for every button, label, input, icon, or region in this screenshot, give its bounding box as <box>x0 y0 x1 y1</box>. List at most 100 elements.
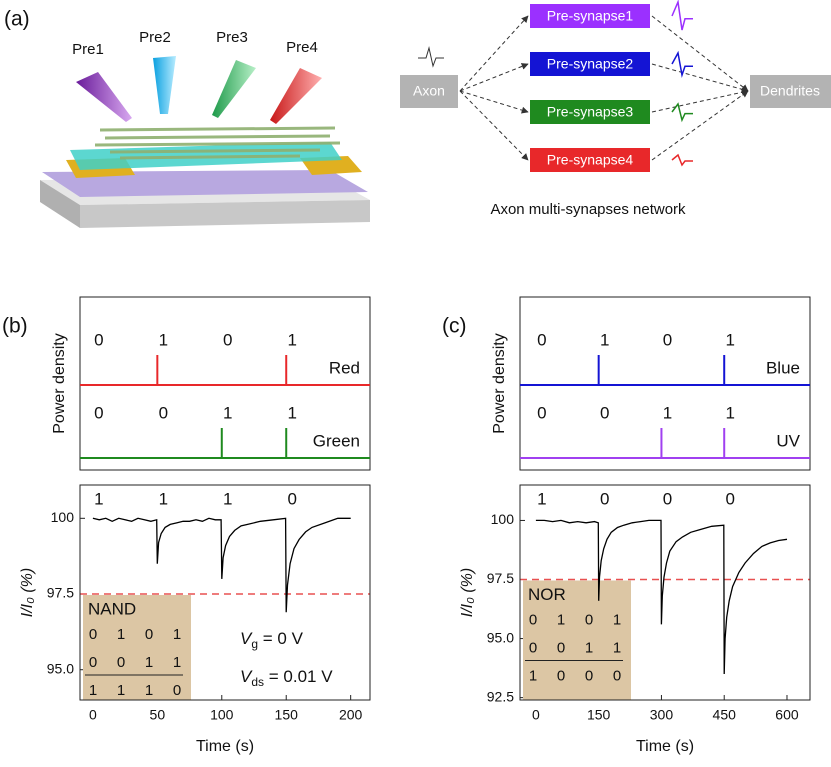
bit: 1 <box>159 489 168 508</box>
spike <box>671 153 693 167</box>
synapse-box <box>530 100 650 124</box>
annotation-sub: g <box>251 637 258 651</box>
x-tick-label: 450 <box>713 707 737 723</box>
annotation: Vds = 0.01 V <box>240 667 333 689</box>
truth-table-cell: 1 <box>173 654 181 671</box>
axon-box <box>400 75 458 108</box>
bit: 1 <box>159 330 168 349</box>
annotation: Vg = 0 V <box>240 629 304 651</box>
truth-table-cell: 0 <box>613 667 621 684</box>
synapse-box <box>530 52 650 76</box>
bit: 1 <box>94 489 103 508</box>
bit: 1 <box>223 403 232 422</box>
annotation-symbol: V <box>240 667 253 686</box>
x-tick-label: 150 <box>275 707 299 723</box>
bit: 0 <box>600 403 609 422</box>
bit: 1 <box>725 403 734 422</box>
bit: 0 <box>600 489 609 508</box>
x-tick-label: 0 <box>532 707 540 723</box>
plot-frame <box>519 484 811 701</box>
truth-table-cell: 1 <box>145 682 153 699</box>
dendrites-box <box>750 75 831 108</box>
annotation-sub: ds <box>251 675 264 689</box>
bit: 0 <box>663 489 672 508</box>
series-label: Green <box>313 431 360 450</box>
truth-table-cell: 0 <box>557 667 565 684</box>
arrow <box>651 63 749 93</box>
truth-table-cell: 0 <box>557 639 565 656</box>
annotation-symbol: V <box>240 629 253 648</box>
truth-table-cell: 0 <box>585 667 593 684</box>
x-tick-label: 600 <box>775 707 799 723</box>
bit: 1 <box>287 330 296 349</box>
light-label: Pre2 <box>139 29 171 46</box>
x-tick-label: 300 <box>650 707 674 723</box>
x-tick-label: 200 <box>339 707 363 723</box>
y-tick-label: 95.0 <box>487 629 514 645</box>
panel-label: (a) <box>4 8 30 31</box>
truth-table-cell: 0 <box>173 682 181 699</box>
arrow <box>651 88 749 113</box>
light-label: Pre1 <box>72 41 104 58</box>
y-axis-label: I/I₀ (%) <box>459 568 476 617</box>
bit: 0 <box>94 403 103 422</box>
y-axis-label: Power density <box>491 333 508 434</box>
data-line <box>92 517 351 613</box>
truth-table-cell: 0 <box>145 626 153 643</box>
annotation-text: = 0.01 V <box>264 667 333 686</box>
arrow <box>651 15 749 92</box>
truth-table-bg <box>83 595 191 700</box>
truth-table-cell: 1 <box>117 626 125 643</box>
spike <box>671 50 693 78</box>
x-tick-label: 50 <box>150 707 166 723</box>
truth-table-title: NOR <box>528 585 566 604</box>
bit: 0 <box>223 330 232 349</box>
spike <box>671 102 693 123</box>
y-tick-label: 100 <box>491 511 515 527</box>
series-label: Blue <box>766 358 800 377</box>
synapse-label: Pre-synapse2 <box>547 56 634 72</box>
synapse-label: Pre-synapse3 <box>547 104 634 120</box>
series-label: Red <box>329 358 360 377</box>
bit: 0 <box>663 330 672 349</box>
y-tick-label: 97.5 <box>47 585 74 601</box>
bit: 0 <box>537 403 546 422</box>
truth-table-cell: 1 <box>173 626 181 643</box>
arrow <box>459 90 529 161</box>
truth-table-title: NAND <box>88 599 136 618</box>
truth-table-cell: 0 <box>529 639 537 656</box>
y-tick-label: 95.0 <box>47 660 74 676</box>
truth-table-cell: 1 <box>585 639 593 656</box>
plot-frame <box>79 484 371 701</box>
data-line <box>535 519 788 675</box>
truth-table-cell: 0 <box>117 654 125 671</box>
truth-table-cell: 1 <box>145 654 153 671</box>
y-tick-label: 100 <box>51 509 75 525</box>
truth-table-cell: 1 <box>529 667 537 684</box>
spike <box>418 46 444 68</box>
bit: 0 <box>159 403 168 422</box>
bit: 1 <box>537 489 546 508</box>
synapse-label: Pre-synapse1 <box>547 8 634 24</box>
arrow <box>651 90 749 161</box>
bit: 1 <box>287 403 296 422</box>
x-axis-label: Time (s) <box>196 738 254 755</box>
bit: 1 <box>600 330 609 349</box>
y-tick-label: 97.5 <box>487 570 514 586</box>
truth-table-cell: 0 <box>529 611 537 628</box>
bit: 0 <box>725 489 734 508</box>
truth-table-cell: 1 <box>117 682 125 699</box>
annotation-text: = 0 V <box>258 629 304 648</box>
truth-table-cell: 0 <box>89 626 97 643</box>
bit: 1 <box>663 403 672 422</box>
truth-table-cell: 1 <box>89 682 97 699</box>
truth-table-cell: 1 <box>557 611 565 628</box>
truth-table-cell: 1 <box>613 639 621 656</box>
spike <box>671 0 693 31</box>
synapse-box <box>530 148 650 172</box>
bit: 1 <box>223 489 232 508</box>
synapse-box <box>530 4 650 28</box>
dendrites-label: Dendrites <box>760 83 820 99</box>
x-tick-label: 0 <box>89 707 97 723</box>
